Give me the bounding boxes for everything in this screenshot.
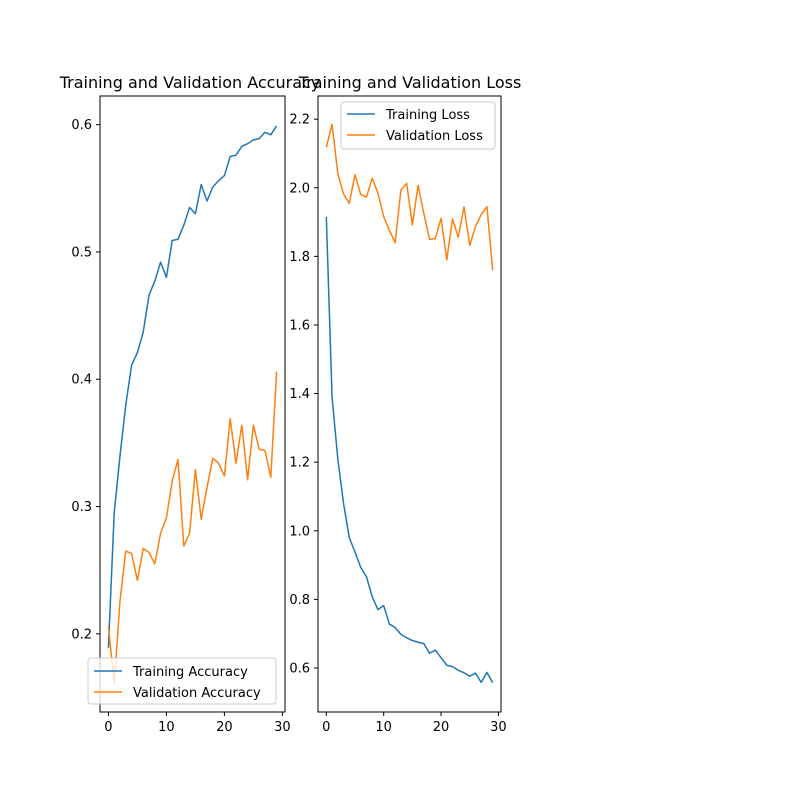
loss-plot-area	[325, 123, 494, 684]
loss-x-tick-label: 20	[433, 720, 450, 735]
accuracy-y-tick-label: 0.4	[71, 373, 92, 388]
legend-label-training-loss: Training Loss	[385, 108, 470, 123]
loss-x-tick-label: 30	[490, 720, 507, 735]
accuracy-y-ticks: 0.2 0.3 0.4 0.5 0.6	[71, 118, 100, 642]
accuracy-y-tick-label: 0.5	[71, 245, 92, 260]
accuracy-x-ticks: 0 10 20 30	[104, 712, 291, 735]
accuracy-axes-frame	[99, 95, 286, 713]
legend-label-validation-accuracy: Validation Accuracy	[133, 686, 261, 701]
accuracy-y-tick-label: 0.2	[71, 627, 92, 642]
loss-legend-box	[340, 101, 496, 150]
loss-legend: Training Loss Validation Loss	[340, 101, 496, 150]
accuracy-panel: Training and Validation Accuracy 0 10 20 30…	[59, 73, 321, 735]
loss-axes-frame	[317, 95, 502, 713]
loss-y-tick-label: 0.6	[289, 661, 310, 676]
validation-accuracy-line	[107, 371, 278, 685]
accuracy-legend: Training Accuracy Validation Accuracy	[87, 657, 277, 705]
legend-label-validation-loss: Validation Loss	[386, 129, 483, 144]
loss-y-tick-label: 1.0	[289, 524, 310, 539]
loss-x-ticks: 0 10 20 30	[322, 712, 507, 735]
loss-y-tick-label: 2.0	[289, 181, 310, 196]
loss-y-ticks: 0.6 0.8 1.0 1.2 1.4 1.6 1.8 2.0 2.2	[289, 113, 318, 676]
legend-label-training-accuracy: Training Accuracy	[132, 665, 248, 680]
loss-y-tick-label: 0.8	[289, 593, 310, 608]
accuracy-x-tick-label: 10	[158, 720, 175, 735]
loss-y-tick-label: 1.8	[289, 250, 310, 265]
loss-y-tick-label: 1.2	[289, 456, 310, 471]
loss-panel: Training and Validation Loss 0 10 20 30 0.6…	[289, 73, 521, 735]
accuracy-y-tick-label: 0.3	[71, 500, 92, 515]
accuracy-title: Training and Validation Accuracy	[59, 73, 321, 92]
accuracy-x-tick-label: 20	[216, 720, 233, 735]
accuracy-plot-area	[107, 125, 278, 685]
loss-y-tick-label: 2.2	[289, 113, 310, 128]
accuracy-y-tick-label: 0.6	[71, 118, 92, 133]
loss-x-tick-label: 0	[322, 720, 330, 735]
accuracy-legend-box	[87, 657, 277, 705]
validation-loss-line	[325, 123, 494, 271]
accuracy-x-tick-label: 0	[104, 720, 112, 735]
loss-y-tick-label: 1.4	[289, 387, 310, 402]
training-accuracy-line	[107, 125, 278, 648]
training-loss-line	[325, 216, 494, 684]
loss-title: Training and Validation Loss	[298, 73, 522, 92]
loss-y-tick-label: 1.6	[289, 318, 310, 333]
accuracy-x-tick-label: 30	[274, 720, 291, 735]
loss-x-tick-label: 10	[375, 720, 392, 735]
